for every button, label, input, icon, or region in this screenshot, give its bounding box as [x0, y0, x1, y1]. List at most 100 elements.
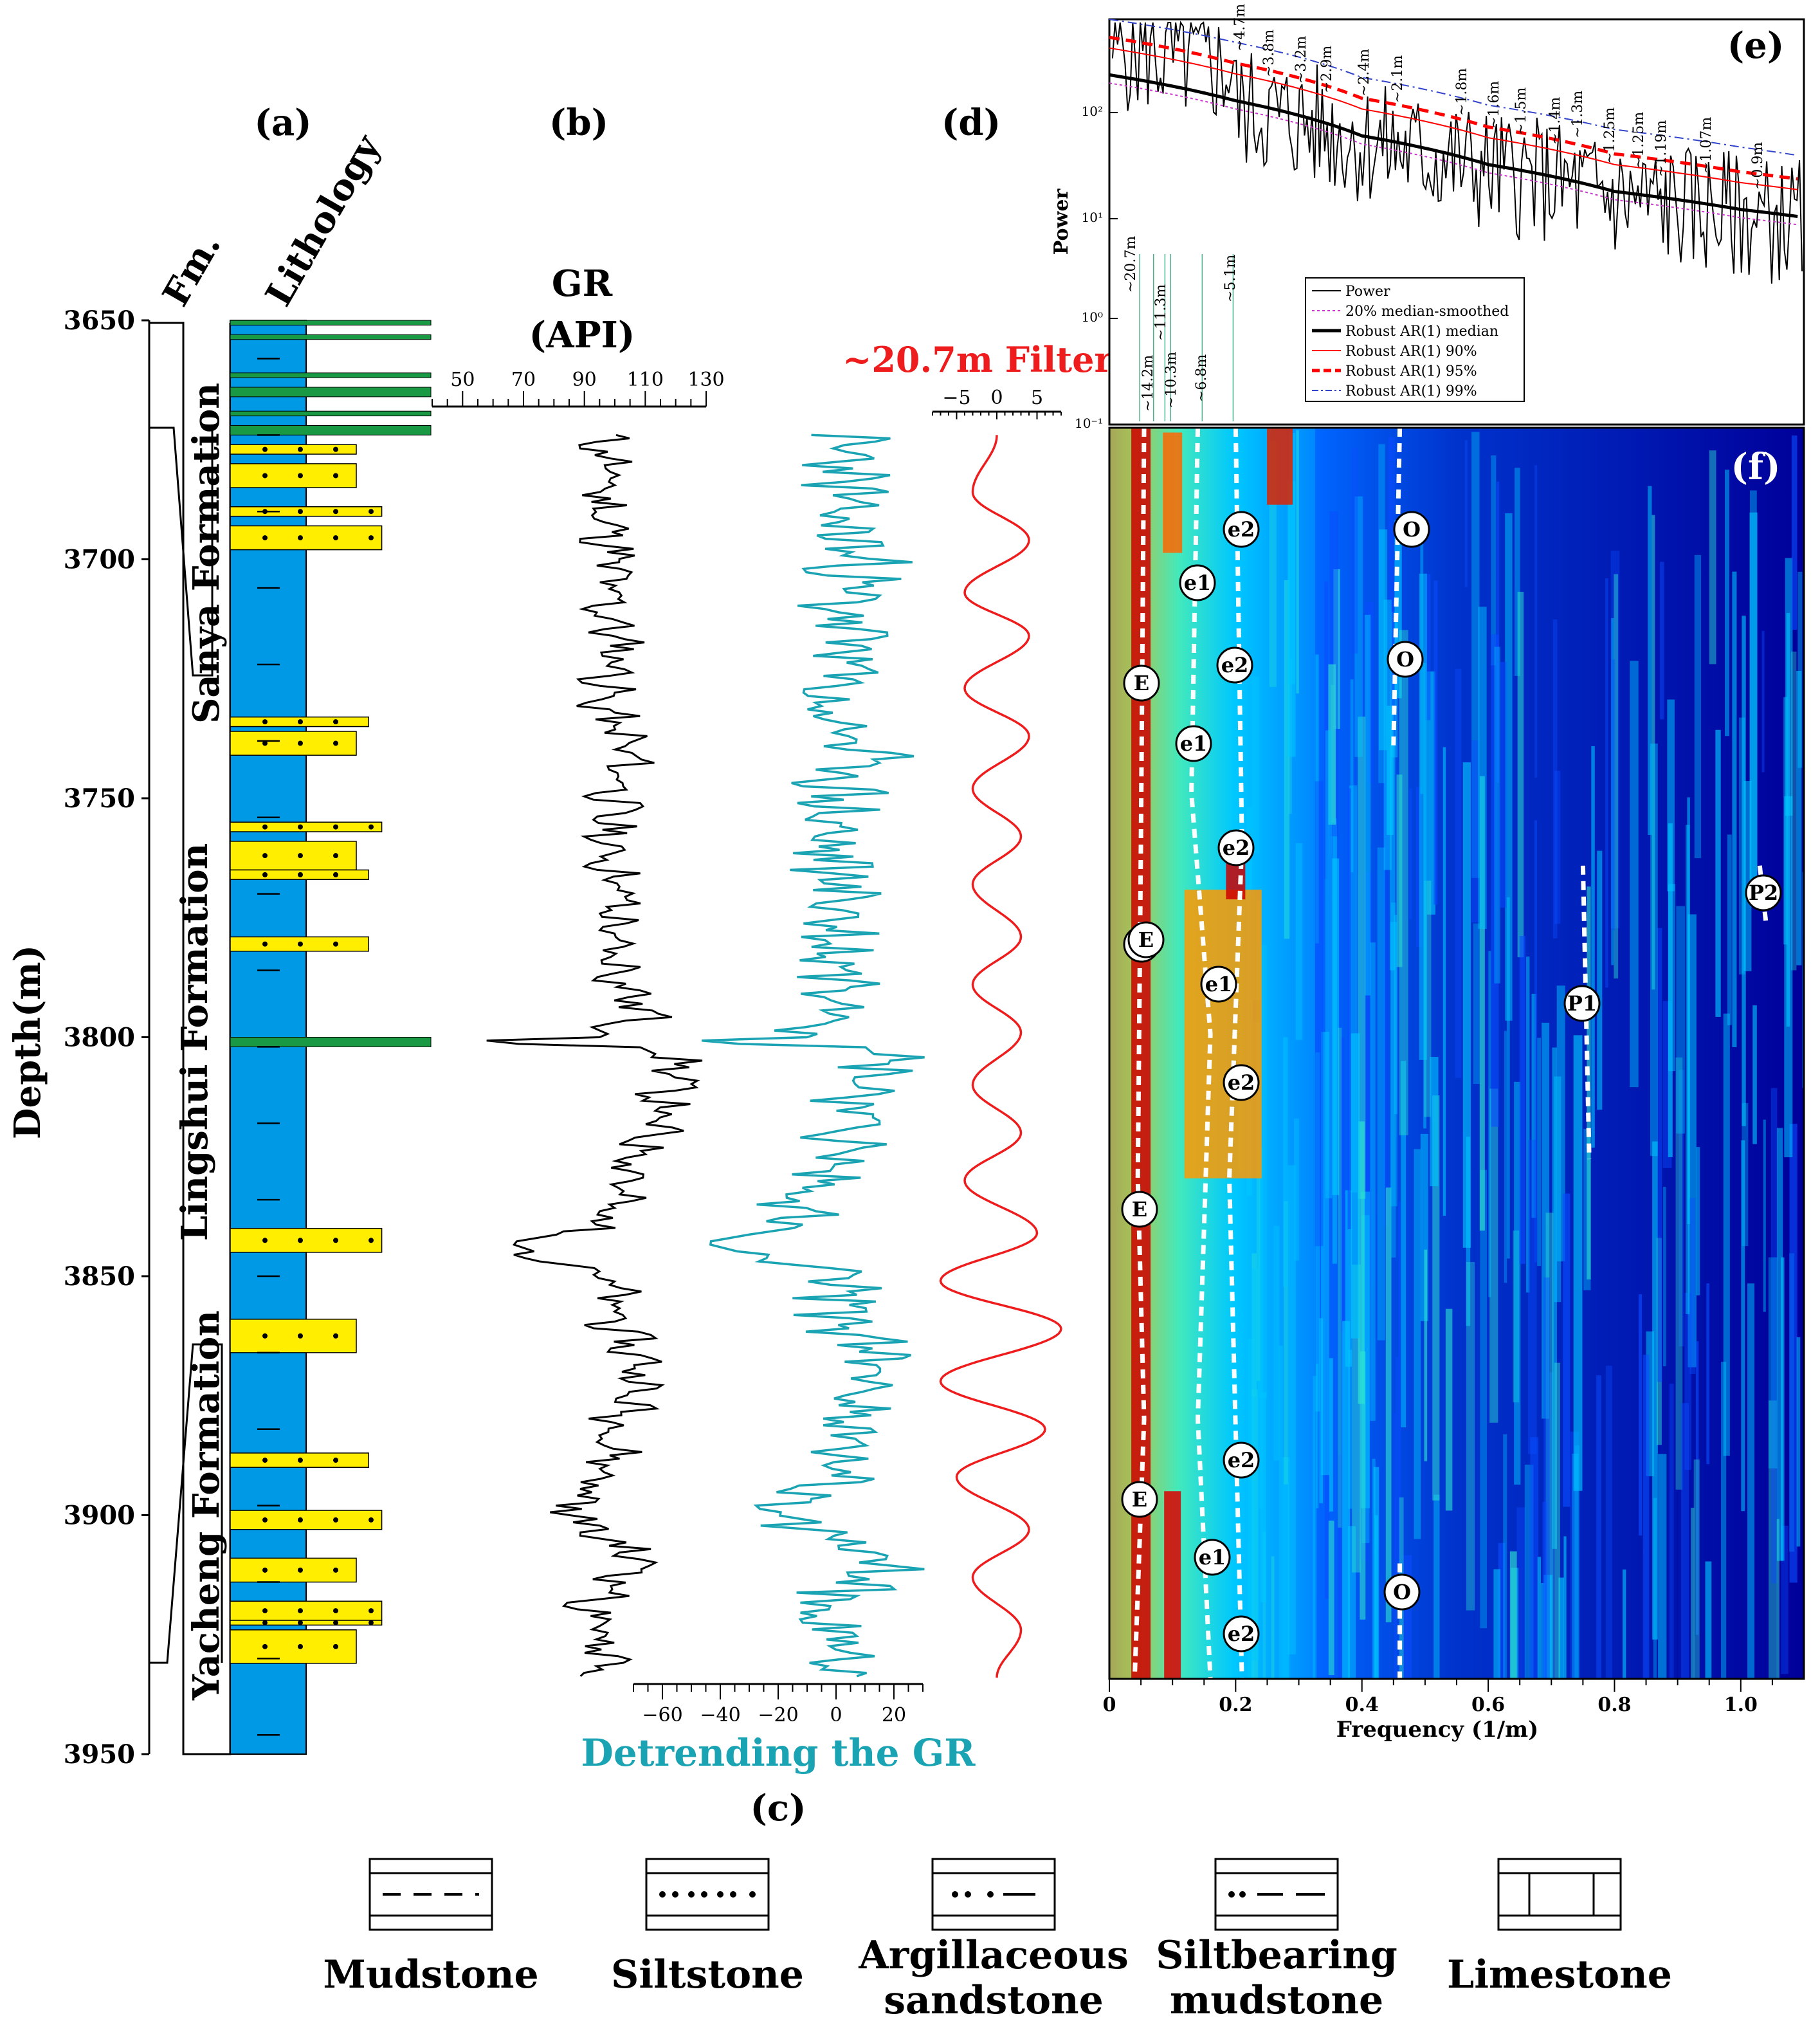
- ridge-trace: [1757, 865, 1769, 924]
- spectrogram-streak: [1433, 1494, 1440, 1679]
- spectrogram-streak: [1623, 1569, 1626, 1679]
- spectrogram-streak: [1534, 465, 1538, 778]
- sandstone-bed: [230, 1600, 383, 1621]
- spectrogram-streak: [1370, 942, 1376, 1421]
- spectrogram-streak: [1732, 571, 1737, 1047]
- spectrogram-streak: [1328, 1520, 1334, 1675]
- spectrogram-streak: [1358, 717, 1366, 1199]
- depth-tick-label: 3900: [64, 1501, 135, 1531]
- spectrogram-streak: [1383, 751, 1390, 1226]
- spectrogram-streak: [1480, 1169, 1487, 1629]
- sandstone-bed: [230, 821, 383, 832]
- marker-label: e2: [1223, 836, 1250, 860]
- peak-label: ~2.9m: [1319, 46, 1335, 93]
- spectrogram-streak: [1563, 1536, 1567, 1679]
- silt-dot: [262, 941, 268, 947]
- spectrum-ytick-3: 10⁰: [1082, 309, 1103, 325]
- spectrogram-streak: [1573, 1035, 1583, 1491]
- spectrogram-streak: [1528, 1139, 1537, 1454]
- spectrogram-streak: [1295, 843, 1303, 1040]
- peak-label: ~1.07m: [1698, 117, 1715, 174]
- spectrogram-xtick-label: 0.4: [1345, 1694, 1379, 1716]
- spectrum-panel: (e) Power 10² 10¹ 10⁰ 10⁻¹ ~20.7m ~14.2m ~…: [1050, 4, 1805, 431]
- spectrogram-streak: [1506, 897, 1510, 1259]
- marker-circle: [1127, 921, 1165, 958]
- silt-dot: [298, 824, 303, 830]
- peak-label: ~14.2m: [1140, 355, 1156, 412]
- ar1-median-curve: [1109, 73, 1798, 218]
- silt-dot: [298, 1620, 303, 1625]
- limestone-bed: [230, 387, 432, 398]
- marker-circle: [1387, 641, 1424, 678]
- legend-ar-99: Robust AR(1) 99%: [1345, 383, 1477, 399]
- silt-dot: [333, 473, 338, 479]
- panel-label-f: (f): [1731, 446, 1780, 488]
- spectrogram-streak: [1365, 614, 1371, 996]
- spectrogram-streak: [1442, 747, 1446, 1216]
- marker-label: E: [1132, 1487, 1147, 1512]
- gr-title-2: (API): [529, 314, 635, 356]
- sandstone-bed: [230, 1227, 383, 1253]
- detrend-tick-label: 0: [830, 1704, 842, 1726]
- detrend-title: Detrending the GR: [581, 1731, 976, 1775]
- spectrogram-streak: [1394, 1413, 1397, 1679]
- formation-lingshui: Lingshui Formation: [174, 843, 216, 1241]
- spectrogram-streak: [1791, 435, 1797, 630]
- gr-tick-label: 70: [511, 369, 536, 391]
- spectrogram-streak: [1396, 774, 1403, 967]
- silt-dot: [333, 740, 338, 746]
- spectrogram-streak: [1471, 432, 1480, 878]
- spectrogram-streak: [1282, 1457, 1289, 1679]
- silt-dot: [298, 1567, 303, 1573]
- spectrogram-streak: [1749, 512, 1758, 904]
- spectrogram-streak: [1313, 1376, 1317, 1679]
- spectrogram-streak: [1419, 573, 1427, 1060]
- legend-median-smoothed: 20% median-smoothed: [1345, 304, 1509, 320]
- detrend-tick-label: −20: [758, 1704, 798, 1726]
- silt-dot: [369, 509, 374, 515]
- silt-dot: [298, 535, 303, 541]
- marker-circle: [1121, 1481, 1158, 1518]
- spectrogram-streak: [1488, 951, 1491, 1297]
- detrend-tick-label: −60: [642, 1704, 682, 1726]
- spectrogram-ridge: [1164, 1491, 1181, 1679]
- silt-dot: [298, 1517, 303, 1523]
- spectrogram-streak: [1426, 671, 1435, 915]
- legend-mudstone: Mudstone: [323, 1858, 539, 1997]
- spectrogram-streak: [1354, 496, 1363, 757]
- spectrogram-streak: [1542, 1022, 1550, 1419]
- gr-curve: [486, 434, 703, 1678]
- peak-label: ~1.19m: [1653, 120, 1670, 177]
- legend-argillaceous-label-2: sandstone: [884, 1978, 1104, 2023]
- spectrogram-streak: [1537, 1557, 1542, 1679]
- spectrogram-streak: [1556, 985, 1565, 1261]
- spectrogram-streak: [1433, 580, 1438, 905]
- spectrogram-streak: [1395, 1357, 1399, 1600]
- silt-dot: [333, 1238, 338, 1243]
- marker-circle: [1175, 725, 1212, 762]
- legend-siltstone: Siltstone: [611, 1858, 804, 1997]
- silt-dot: [333, 1620, 338, 1625]
- silt-dot: [333, 1458, 338, 1463]
- marker-label: O: [1393, 1580, 1411, 1604]
- spectrogram-streak: [1347, 788, 1351, 1230]
- marker-circle: [1383, 1573, 1421, 1611]
- spectrogram-streak: [1516, 1507, 1526, 1679]
- detrend-tick-label: −40: [700, 1704, 740, 1726]
- peak-label: ~1.3m: [1570, 91, 1586, 138]
- spectrogram-streak: [1534, 820, 1538, 1263]
- spectrogram-streak: [1679, 1070, 1684, 1347]
- spectrogram-streak: [1259, 1147, 1263, 1509]
- spectrogram-streak: [1493, 1569, 1501, 1679]
- spectrogram-streak: [1466, 1137, 1471, 1326]
- silt-dot: [298, 473, 303, 479]
- spectrogram-streak: [1611, 618, 1614, 966]
- filter-tick-label: 0: [990, 387, 1003, 409]
- legend-argillaceous-sandstone: Argillaceous sandstone: [858, 1858, 1129, 2023]
- detrend-tick-label: 20: [882, 1704, 906, 1726]
- spectrogram-streak: [1696, 1147, 1700, 1295]
- silt-dot: [333, 824, 338, 830]
- peak-label: ~6.8m: [1194, 354, 1210, 402]
- spectrogram-streak: [1496, 481, 1500, 783]
- spectrogram-streak: [1768, 1257, 1778, 1469]
